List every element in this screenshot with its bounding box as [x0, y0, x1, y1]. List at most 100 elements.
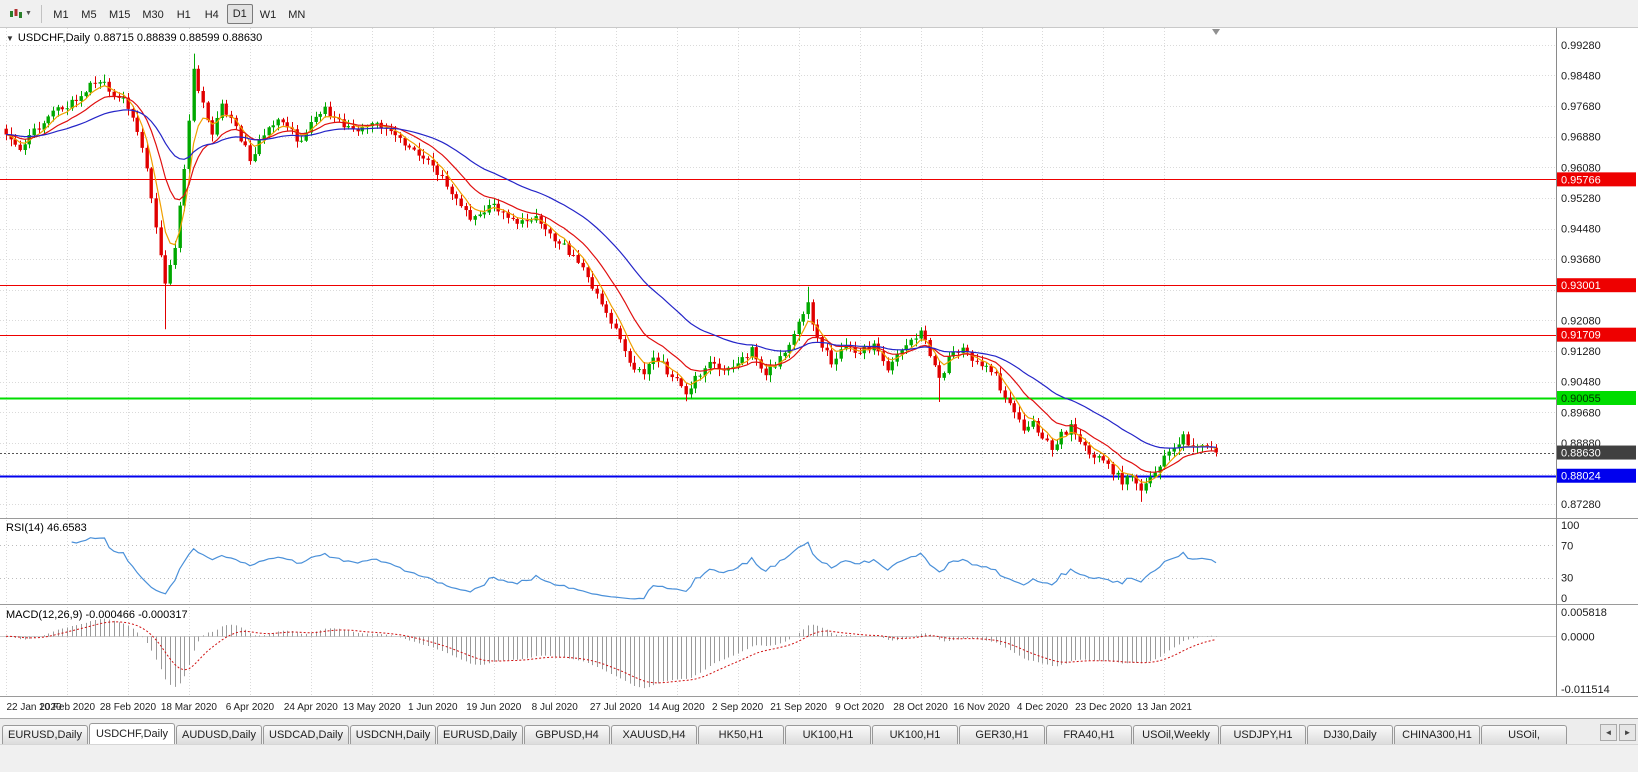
rsi-indicator-label: RSI(14) 46.6583	[6, 522, 87, 534]
candlestick-chart-icon	[10, 8, 22, 18]
svg-text:0.90480: 0.90480	[1561, 377, 1601, 389]
moving-average-line-34	[5, 109, 1217, 449]
bottom-tab-usdchf-daily[interactable]: USDCHF,Daily	[89, 723, 175, 744]
timeframe-group: M1 M5 M15 M30 H1 H4 D1 W1 MN	[47, 3, 311, 24]
chart-canvas[interactable]: 0.99280 0.98480 0.97680 0.96880 0.96080 0.952…	[0, 28, 1638, 718]
svg-text:0.96880: 0.96880	[1561, 132, 1601, 144]
svg-text:0.92080: 0.92080	[1561, 315, 1601, 327]
svg-text:0.87280: 0.87280	[1561, 499, 1601, 511]
chart-title-symbol: USDCHF,Daily	[17, 32, 91, 44]
svg-text:0.95280: 0.95280	[1561, 193, 1601, 205]
bottom-tab-audusd-daily[interactable]: AUDUSD,Daily	[176, 725, 262, 744]
svg-text:0.93001: 0.93001	[1561, 280, 1601, 292]
svg-text:10 Feb 2020: 10 Feb 2020	[39, 702, 96, 713]
chart-area[interactable]: 0.99280 0.98480 0.97680 0.96880 0.96080 0.952…	[0, 28, 1638, 718]
rsi-pane	[0, 537, 1556, 600]
chart-type-button[interactable]: ▼	[5, 3, 36, 25]
rsi-axis-label: 100	[1561, 520, 1579, 532]
timeframe-button-m30[interactable]: M30	[142, 8, 164, 21]
bottom-tab-eurusd-daily[interactable]: EURUSD,Daily	[2, 725, 88, 744]
bottom-tab-usoil[interactable]: USOil,	[1481, 725, 1567, 744]
svg-text:21 Sep 2020: 21 Sep 2020	[770, 702, 827, 713]
rsi-axis-label: 0	[1561, 593, 1567, 605]
bottom-tab-xauusd-h4[interactable]: XAUUSD,H4	[611, 725, 697, 744]
macd-histogram	[6, 618, 1217, 689]
chevron-down-icon: ▼	[25, 10, 32, 17]
timeframe-button-m5[interactable]: M5	[81, 8, 97, 21]
price-level-badge	[1557, 445, 1636, 460]
svg-text:24 Apr 2020: 24 Apr 2020	[284, 702, 338, 713]
status-bar	[0, 744, 1638, 772]
bottom-tab-gbpusd-h4[interactable]: GBPUSD,H4	[524, 725, 610, 744]
svg-text:0.99280: 0.99280	[1561, 40, 1601, 52]
svg-text:13 Jan 2021: 13 Jan 2021	[1137, 702, 1192, 713]
svg-text:27 Jul 2020: 27 Jul 2020	[590, 702, 642, 713]
price-level-badge	[1557, 468, 1636, 483]
svg-text:16 Nov 2020: 16 Nov 2020	[953, 702, 1010, 713]
bottom-tab-ger30-h1[interactable]: GER30,H1	[959, 725, 1045, 744]
timeframe-button-mn[interactable]: MN	[288, 8, 306, 21]
bottom-tab-uk100-h1[interactable]: UK100,H1	[872, 725, 958, 744]
timeframe-button-h4[interactable]: H4	[204, 8, 219, 21]
svg-text:4 Dec 2020: 4 Dec 2020	[1017, 702, 1069, 713]
svg-text:6 Apr 2020: 6 Apr 2020	[226, 702, 275, 713]
timeframe-button-m15[interactable]: M15	[108, 8, 131, 21]
chart-shift-marker[interactable]	[1212, 29, 1221, 35]
price-level-badge	[1557, 278, 1636, 293]
rsi-axis-label: 70	[1561, 540, 1573, 552]
tabs-scroll-right-button[interactable]: ►	[1619, 724, 1636, 741]
bottom-tab-dj30-daily[interactable]: DJ30,Daily	[1307, 725, 1393, 744]
timeframe-toolbar: ▼ M1 M5 M15 M30 H1 H4 D1 W1 MN	[0, 0, 1638, 28]
macd-axis-label: -0.011514	[1561, 684, 1610, 696]
timeframe-button-h1[interactable]: H1	[176, 8, 191, 21]
macd-axis-label: 0.0000	[1561, 632, 1595, 644]
svg-text:13 May 2020: 13 May 2020	[343, 702, 401, 713]
bottom-tab-usdcnh-daily[interactable]: USDCNH,Daily	[350, 725, 436, 744]
bottom-tab-hk50-h1[interactable]: HK50,H1	[698, 725, 784, 744]
tabs-nav: ◄ ►	[1598, 724, 1636, 744]
svg-text:0.90055: 0.90055	[1561, 393, 1601, 405]
svg-text:22 Jan 2020: 22 Jan 2020	[6, 702, 61, 713]
bottom-tab-usdcad-daily[interactable]: USDCAD,Daily	[263, 725, 349, 744]
svg-text:0.96080: 0.96080	[1561, 162, 1601, 174]
svg-text:28 Oct 2020: 28 Oct 2020	[893, 702, 948, 713]
macd-indicator-label: MACD(12,26,9) -0.000466 -0.000317	[6, 609, 188, 621]
price-level-badge	[1557, 327, 1636, 342]
svg-text:8 Jul 2020: 8 Jul 2020	[532, 702, 579, 713]
bottom-tab-eurusd-daily[interactable]: EURUSD,Daily	[437, 725, 523, 744]
svg-text:18 Mar 2020: 18 Mar 2020	[161, 702, 218, 713]
tabs-scroll-left-button[interactable]: ◄	[1600, 724, 1617, 741]
macd-pane	[0, 618, 1556, 689]
svg-text:0.94480: 0.94480	[1561, 224, 1601, 236]
bottom-tab-usdjpy-h1[interactable]: USDJPY,H1	[1220, 725, 1306, 744]
price-level-badge	[1557, 172, 1636, 187]
svg-text:0.88630: 0.88630	[1561, 448, 1601, 460]
bottom-tab-usoil-weekly[interactable]: USOil,Weekly	[1133, 725, 1219, 744]
pane-separators[interactable]	[0, 28, 1638, 697]
svg-text:2 Sep 2020: 2 Sep 2020	[712, 702, 764, 713]
svg-text:0.91280: 0.91280	[1561, 346, 1601, 358]
svg-text:1 Jun 2020: 1 Jun 2020	[408, 702, 458, 713]
timeframe-button-m1[interactable]: M1	[53, 8, 69, 21]
timeframe-button-w1[interactable]: W1	[259, 8, 277, 21]
candlestick-series	[4, 53, 1218, 502]
horizontal-level-lines[interactable]	[0, 179, 1556, 478]
price-axis: 0.99280 0.98480 0.97680 0.96880 0.96080 0.952…	[1557, 40, 1636, 511]
chart-tabs-bar: EURUSD,Daily USDCHF,Daily AUDUSD,Daily USDC…	[0, 718, 1638, 744]
tabs-container: EURUSD,Daily USDCHF,Daily AUDUSD,Daily USDC…	[2, 723, 1598, 744]
macd-signal-line	[5, 621, 1217, 684]
price-level-badge	[1557, 390, 1636, 405]
bottom-tab-uk100-h1[interactable]: UK100,H1	[785, 725, 871, 744]
chart-title-ohlc: 0.88715 0.88839 0.88599 0.88630	[94, 32, 263, 44]
svg-text:23 Dec 2020: 23 Dec 2020	[1075, 702, 1132, 713]
timeframe-button-d1[interactable]: D1	[226, 3, 253, 24]
toolbar-separator	[40, 4, 42, 23]
bottom-tab-fra40-h1[interactable]: FRA40,H1	[1046, 725, 1132, 744]
svg-text:0.93680: 0.93680	[1561, 254, 1601, 266]
svg-text:0.89680: 0.89680	[1561, 407, 1601, 419]
bottom-tab-china300-h1[interactable]: CHINA300,H1	[1394, 725, 1480, 744]
svg-text:9 Oct 2020: 9 Oct 2020	[835, 702, 884, 713]
chart-collapse-icon[interactable]: ▼	[6, 33, 14, 43]
svg-text:0.95766: 0.95766	[1561, 174, 1601, 186]
